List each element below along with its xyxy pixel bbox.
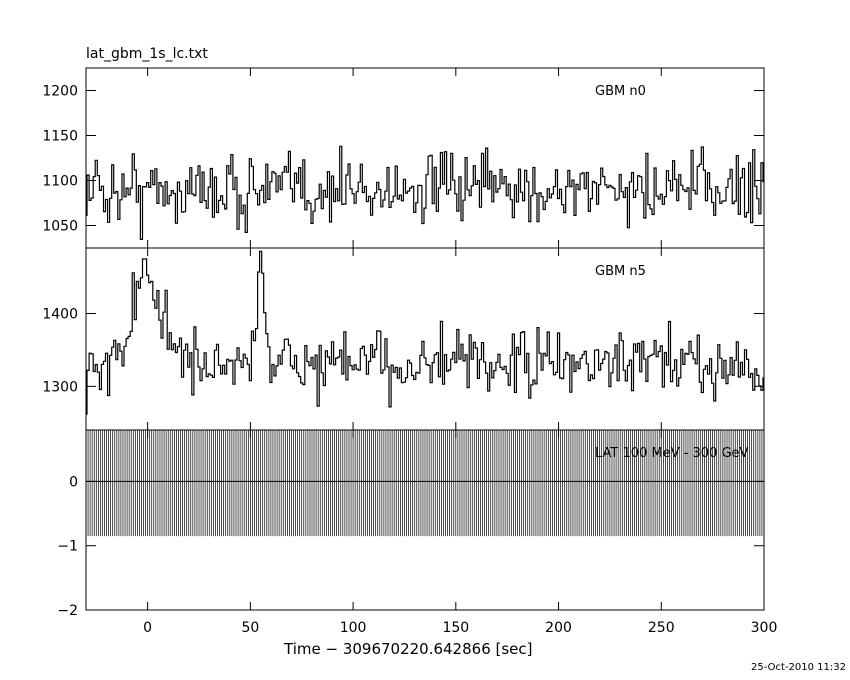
y-tick-label: 1050 bbox=[42, 219, 78, 235]
x-tick-label: 250 bbox=[648, 620, 675, 636]
series-label: LAT 100 MeV - 300 GeV bbox=[595, 446, 749, 461]
panel-frame bbox=[85, 247, 765, 431]
x-tick-label: 0 bbox=[143, 620, 152, 636]
panel-0-data bbox=[86, 145, 764, 240]
y-tick-label: 0 bbox=[69, 474, 78, 490]
panel-frame bbox=[85, 67, 765, 249]
x-tick-label: 50 bbox=[241, 620, 259, 636]
series-label: GBM n0 bbox=[595, 84, 646, 99]
x-tick-label: 200 bbox=[545, 620, 572, 636]
plot-timestamp: 25-Oct-2010 11:32 bbox=[751, 662, 846, 673]
plot-title: lat_gbm_1s_lc.txt bbox=[86, 46, 208, 62]
panel-frame bbox=[85, 429, 765, 611]
x-tick-label: 300 bbox=[751, 620, 778, 636]
x-tick-label: 150 bbox=[442, 620, 469, 636]
x-tick-label: 100 bbox=[340, 620, 367, 636]
y-tick-label: 1150 bbox=[42, 129, 78, 145]
y-tick-label: 1100 bbox=[42, 174, 78, 190]
y-tick-label: 1200 bbox=[42, 84, 78, 100]
y-tick-label: −2 bbox=[57, 603, 78, 619]
panel-1-data bbox=[86, 250, 764, 415]
light-curve-series bbox=[86, 145, 764, 240]
panel-2: −2 −1 0 LAT 100 MeV - 300 GeV bbox=[57, 429, 765, 619]
y-tick-label: −1 bbox=[57, 539, 78, 555]
y-tick-label: 1400 bbox=[42, 307, 78, 323]
panel-0: 1050 1100 1150 1200 GBM n0 bbox=[42, 67, 765, 249]
x-axis-label: Time − 309670220.642866 [sec] bbox=[284, 640, 533, 658]
panel-2-data bbox=[86, 430, 764, 537]
light-curve-series bbox=[86, 250, 764, 415]
series-label: GBM n5 bbox=[595, 264, 646, 279]
panel-1: 1300 1400 GBM n5 bbox=[42, 247, 765, 431]
y-tick-label: 1300 bbox=[42, 379, 78, 395]
